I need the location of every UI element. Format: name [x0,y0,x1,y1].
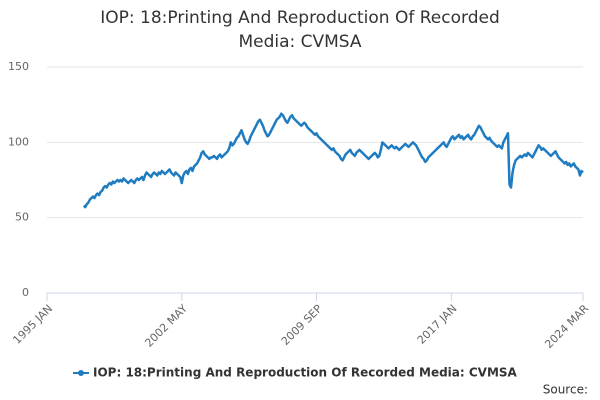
y-tick-label: 150 [8,60,29,73]
x-tick-label: 2017 JAN [415,302,460,347]
series-line [82,112,584,209]
x-tick-label: 2024 MAR [542,302,591,351]
legend-marker [78,370,84,376]
x-tick-label: 2002 MAY [142,302,190,350]
source: Source: [543,383,588,397]
y-tick-label: 100 [8,135,29,148]
x-tick-label: 2009 SEP [279,302,325,348]
x-tick-label: 1995 JAN [10,302,55,347]
y-tick-label: 50 [15,211,29,224]
y-tick-label: 0 [22,286,29,299]
legend-label: IOP: 18:Printing And Reproduction Of Rec… [93,366,518,380]
chart-title: IOP: 18:Printing And Reproduction Of Rec… [100,8,500,52]
